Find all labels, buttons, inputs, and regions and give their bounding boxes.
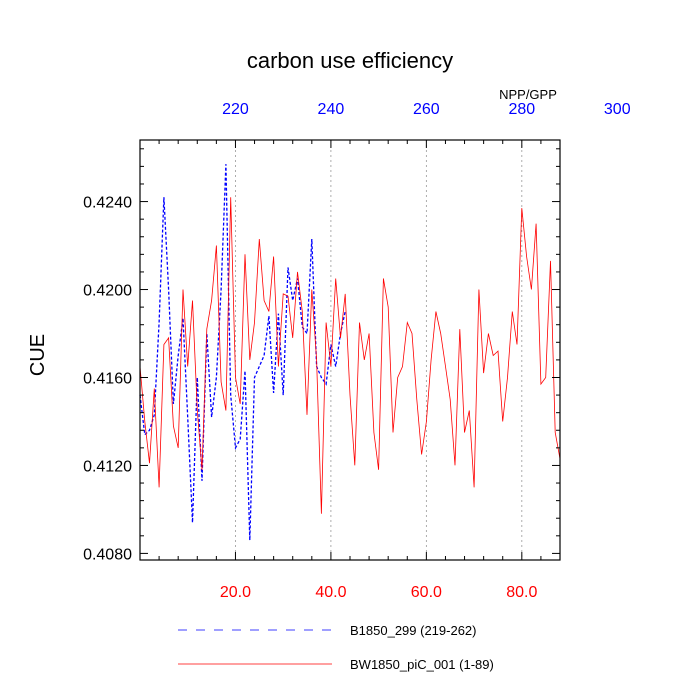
top-axis-unit-label: NPP/GPP [499, 87, 557, 102]
series-layer [139, 164, 561, 541]
x-tick-label: 60.0 [411, 584, 442, 601]
series-line-1 [139, 197, 561, 514]
legend-label-b1850: B1850_299 (219-262) [350, 623, 477, 638]
y-tick-label: 0.4240 [83, 195, 132, 212]
y-tick-label: 0.4120 [83, 458, 132, 475]
x-tick-label: 40.0 [315, 584, 346, 601]
top-tick-label: 260 [413, 101, 440, 118]
axis-ticks: 20.0 40.0 60.0 80.0 220 240 260 280 300 0.4080 0.4… [83, 101, 631, 601]
chart-title: carbon use efficiency [247, 48, 453, 73]
top-tick-label: 220 [222, 101, 249, 118]
legend: B1850_299 (219-262) BW1850_piC_001 (1-89… [178, 623, 494, 672]
legend-label-bw1850: BW1850_piC_001 (1-89) [350, 657, 494, 672]
x-tick-label: 20.0 [220, 584, 251, 601]
y-tick-label: 0.4080 [83, 546, 132, 563]
top-tick-label: 240 [318, 101, 345, 118]
y-tick-label: 0.4200 [83, 283, 132, 300]
series-line-0 [139, 164, 346, 541]
top-tick-label: 300 [604, 101, 631, 118]
x-tick-label: 80.0 [506, 584, 537, 601]
y-tick-label: 0.4160 [83, 370, 132, 387]
y-axis-label: CUE [27, 334, 49, 376]
top-tick-label: 280 [508, 101, 535, 118]
